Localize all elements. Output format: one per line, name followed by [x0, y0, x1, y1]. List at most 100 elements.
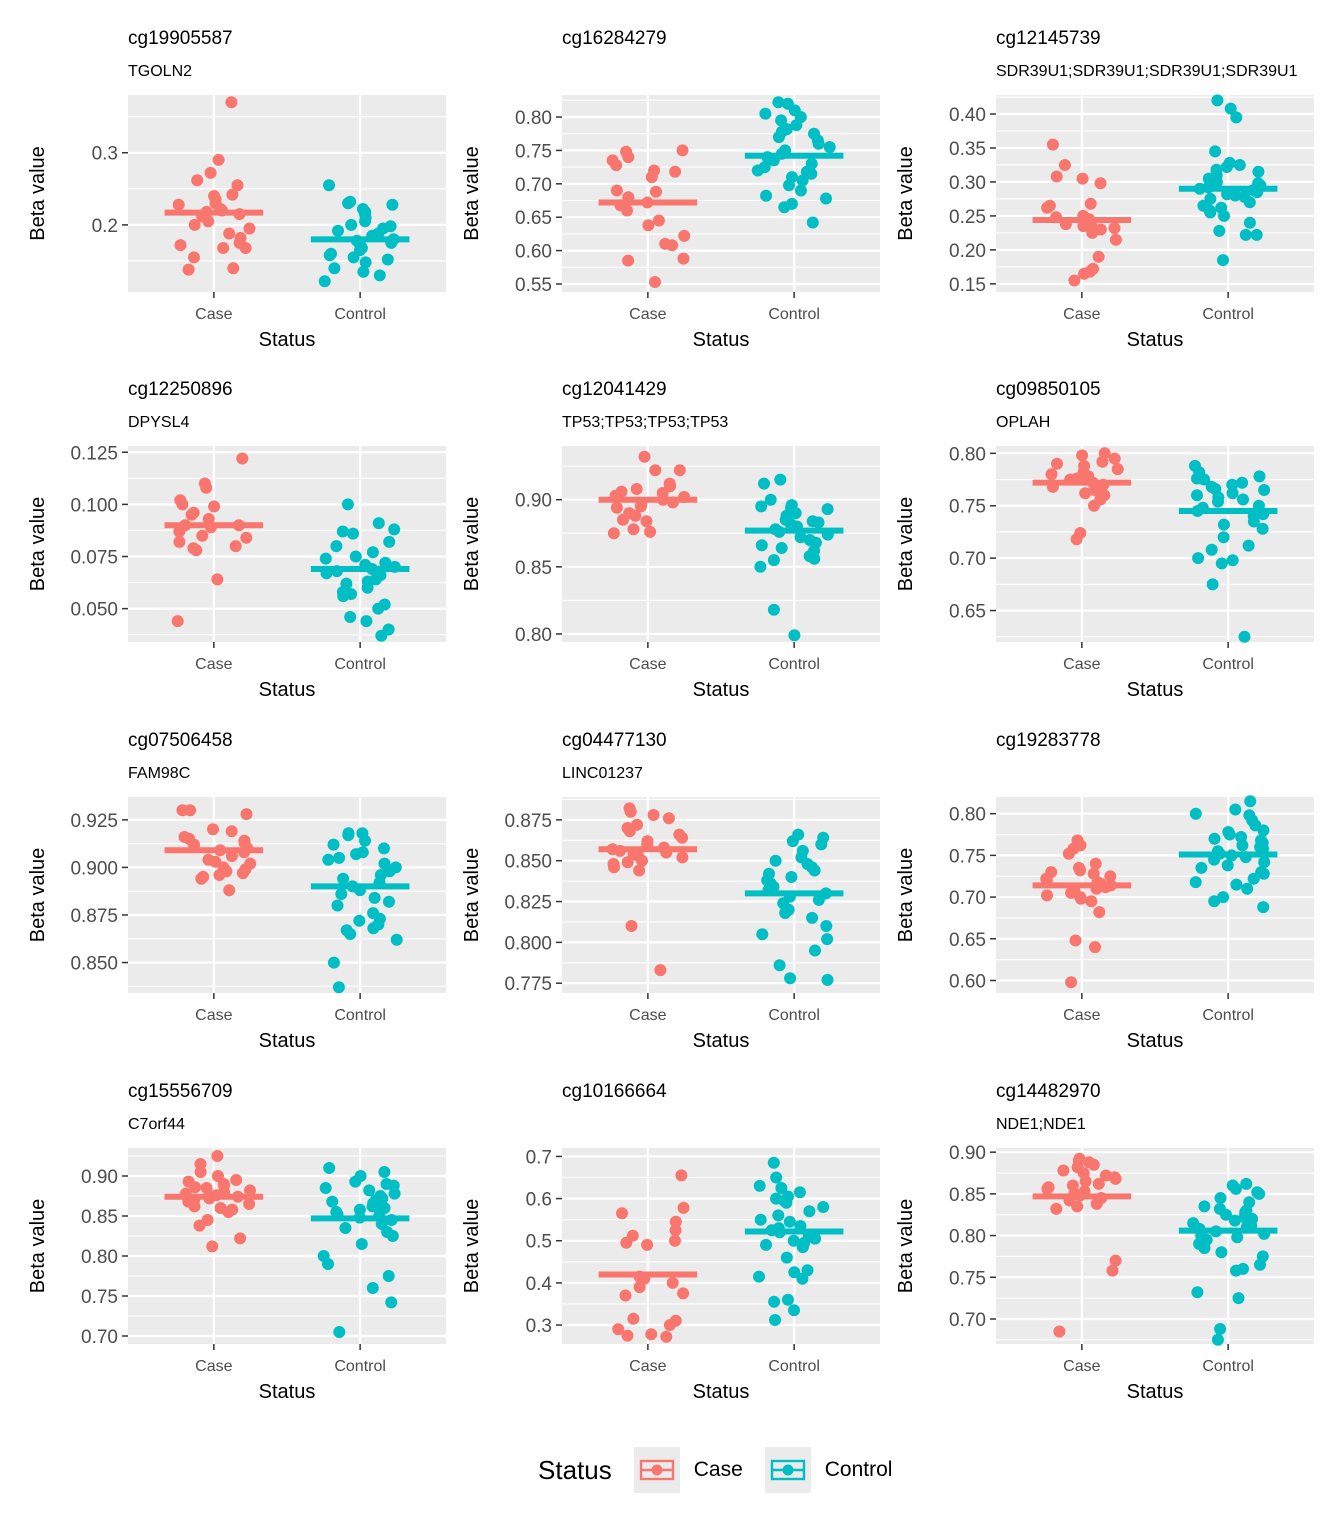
data-point	[788, 629, 801, 642]
legend-label-control: Control	[824, 1458, 893, 1481]
chart-title: cg04477130	[562, 730, 667, 751]
data-point	[381, 253, 394, 266]
x-tick-label: Control	[1202, 1007, 1254, 1024]
data-point	[783, 179, 795, 192]
y-tick-label: 0.125	[70, 443, 118, 464]
data-point	[767, 603, 780, 616]
y-tick-label: 0.7	[526, 1147, 552, 1168]
data-point	[756, 928, 769, 941]
y-tick-label: 0.65	[949, 930, 986, 951]
data-point	[1206, 578, 1219, 591]
data-point	[1221, 859, 1234, 872]
data-point	[645, 1328, 658, 1341]
x-tick-label: Control	[334, 1007, 386, 1024]
data-point	[638, 450, 651, 463]
data-point	[342, 829, 355, 842]
data-point	[768, 1295, 781, 1308]
y-tick-label: 0.075	[70, 548, 118, 569]
data-point	[1212, 495, 1224, 508]
data-point	[204, 166, 217, 179]
data-point	[647, 809, 660, 821]
data-point	[360, 615, 373, 628]
data-point	[361, 581, 374, 594]
y-tick-label: 0.65	[949, 602, 986, 623]
data-point	[660, 1330, 673, 1343]
data-point	[619, 1289, 632, 1302]
y-axis-title: Beta value	[895, 1199, 917, 1294]
data-point	[1243, 216, 1256, 229]
chart-subtitle: TGOLN2	[128, 63, 192, 80]
data-point	[1053, 1325, 1066, 1338]
data-point	[353, 914, 366, 927]
chart-panel-cg12250896: cg12250896 DPYSL4 0.050 0.075 0.100 0.125 Case…	[27, 379, 446, 701]
data-point	[243, 1198, 256, 1210]
legend-label-case: Case	[693, 1458, 743, 1481]
data-point	[1247, 515, 1260, 528]
data-point	[809, 1232, 822, 1245]
data-point	[230, 1174, 243, 1186]
data-point	[335, 888, 348, 900]
y-tick-label: 0.80	[949, 444, 986, 465]
data-point	[1198, 473, 1211, 486]
y-axis-title: Beta value	[461, 1199, 483, 1294]
data-point	[794, 531, 807, 544]
data-point	[1211, 1333, 1224, 1346]
data-point	[390, 933, 403, 946]
data-point	[1076, 172, 1089, 185]
data-point	[1086, 226, 1099, 239]
y-axis-title: Beta value	[895, 146, 917, 241]
data-point	[190, 544, 203, 557]
data-point	[669, 1234, 681, 1247]
y-tick-label: 0.70	[949, 1310, 986, 1331]
data-point	[627, 1312, 640, 1325]
data-point	[330, 540, 343, 553]
data-point	[1257, 901, 1270, 914]
data-point	[1111, 463, 1124, 476]
data-point	[1215, 1246, 1228, 1259]
data-point	[767, 554, 780, 567]
data-point	[634, 500, 647, 513]
data-point	[677, 1287, 690, 1300]
data-point	[753, 1270, 765, 1283]
data-point	[223, 227, 236, 240]
data-point	[378, 1166, 391, 1178]
data-point	[796, 1272, 809, 1285]
data-point	[386, 1230, 399, 1242]
chart-title: cg12145739	[996, 28, 1101, 49]
data-point	[796, 1241, 809, 1254]
data-point	[786, 835, 799, 848]
data-point	[821, 933, 834, 946]
data-point	[769, 1314, 781, 1326]
x-tick-label: Control	[334, 656, 386, 673]
data-point	[1228, 1214, 1241, 1227]
data-point	[775, 542, 788, 554]
data-point	[663, 1319, 676, 1331]
data-point	[622, 254, 635, 267]
data-point	[368, 891, 381, 904]
data-point	[211, 573, 224, 586]
data-point	[760, 1238, 772, 1251]
data-point	[755, 539, 768, 552]
chart-subtitle: C7orf44	[128, 1116, 185, 1133]
y-tick-label: 0.6	[526, 1190, 552, 1211]
data-point	[666, 239, 679, 252]
data-point	[673, 464, 686, 477]
data-point	[1106, 1264, 1119, 1277]
data-point	[1087, 1158, 1100, 1171]
data-point	[1244, 795, 1257, 808]
data-point	[174, 239, 187, 252]
data-point	[1236, 476, 1249, 489]
data-point	[820, 920, 833, 932]
chart-title: cg19283778	[996, 730, 1101, 751]
x-tick-label: Control	[1202, 306, 1254, 323]
data-point	[1241, 882, 1254, 895]
data-point	[794, 184, 807, 197]
data-point	[217, 242, 230, 254]
data-point	[1254, 1258, 1266, 1271]
data-point	[213, 869, 226, 881]
data-point	[1046, 138, 1059, 151]
data-point	[327, 838, 340, 851]
data-point	[641, 1238, 654, 1251]
data-point	[1204, 206, 1217, 219]
data-point	[759, 107, 772, 120]
